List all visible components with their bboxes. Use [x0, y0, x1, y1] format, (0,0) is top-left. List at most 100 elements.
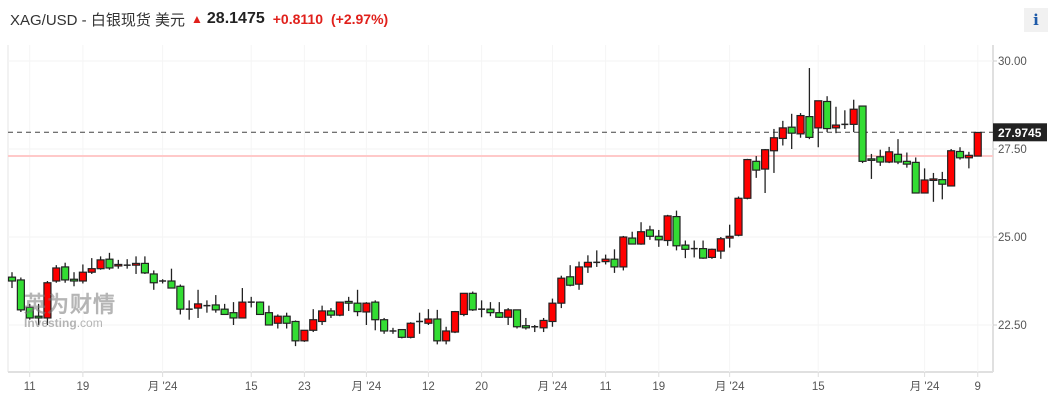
x-tick-label: 19 [652, 381, 665, 393]
candle-down [902, 160, 911, 165]
info-icon[interactable]: i [1024, 8, 1048, 32]
investing-watermark-logo: 英为财情 Investing.com [24, 293, 117, 330]
candle-down [486, 308, 495, 314]
candle-down [893, 153, 903, 163]
candle-up [87, 268, 96, 273]
candle-up [574, 266, 584, 285]
x-tick-label: 15 [245, 381, 258, 393]
candle-down [610, 258, 619, 268]
candle-up [114, 263, 123, 267]
candle-down [566, 276, 575, 286]
candle-down [167, 280, 176, 289]
candle-down [105, 258, 114, 269]
candle-down [353, 302, 362, 313]
candle-up [929, 178, 938, 182]
x-tick-label: 月 '24 [352, 381, 382, 393]
candle-down [495, 312, 504, 318]
x-tick-label: 19 [76, 381, 89, 393]
candle-down [61, 266, 70, 281]
candle-down [938, 179, 947, 185]
candle-down [672, 215, 681, 247]
candle-up [504, 309, 513, 318]
candle-up [273, 315, 282, 324]
candle-down [255, 301, 265, 316]
candle-down [628, 237, 637, 245]
candle-down [264, 312, 274, 326]
candle-down [229, 312, 238, 319]
y-tick-label: 30.00 [998, 56, 1027, 68]
candle-down [521, 325, 530, 329]
candle-up [716, 238, 725, 252]
candle-up [539, 319, 548, 329]
price-change: +0.8110 [272, 11, 323, 27]
x-tick-label: 12 [422, 381, 435, 393]
candle-down [7, 276, 17, 282]
candle-down [25, 306, 34, 319]
candle-down [397, 328, 406, 338]
candle-up [619, 236, 628, 268]
y-tick-label: 25.00 [998, 232, 1027, 244]
candle-down [955, 150, 965, 159]
candle-down [911, 161, 920, 194]
candle-down [823, 100, 832, 130]
candle-up [707, 248, 717, 259]
candle-up [964, 154, 973, 159]
candle-up [920, 179, 929, 194]
candle-up [300, 329, 309, 342]
candle-up [947, 150, 956, 187]
candle-down [291, 320, 300, 342]
y-tick-label: 27.50 [998, 144, 1027, 156]
candle-up [769, 137, 779, 152]
candle-down [698, 248, 708, 259]
x-tick-label: 15 [812, 381, 825, 393]
candle-down [34, 315, 43, 319]
price-change-percent: (+2.97%) [330, 11, 389, 27]
candle-up [43, 282, 52, 319]
candle-up [849, 108, 858, 125]
candle-up [814, 100, 823, 129]
candle-up [885, 151, 894, 163]
candle-up [636, 231, 646, 245]
candle-up [131, 262, 141, 266]
candle-down [512, 309, 522, 328]
candle-up [442, 330, 451, 342]
candle-up [193, 303, 203, 309]
candle-down [344, 300, 353, 304]
candle-down [858, 105, 867, 162]
candle-up [778, 127, 787, 140]
candle-down [69, 278, 79, 282]
candle-down [211, 304, 220, 311]
candle-down [876, 156, 885, 163]
candle-down [681, 244, 690, 250]
candle-down [380, 319, 389, 332]
candle-down [752, 160, 761, 171]
candle-down [371, 301, 380, 321]
up-arrow-icon: ▲ [191, 12, 203, 26]
candle-down [468, 292, 477, 311]
candle-up [450, 311, 460, 333]
candle-down [805, 116, 814, 138]
candle-down [16, 279, 25, 311]
candle-up [406, 322, 415, 338]
candle-up [335, 301, 344, 316]
candle-up [318, 310, 327, 323]
candle-up [362, 302, 371, 313]
instrument-title: XAG/USD - 白银现货 美元 [10, 11, 186, 29]
x-tick-label: 20 [475, 381, 488, 393]
candle-up [973, 131, 982, 157]
candle-up [734, 197, 743, 236]
candle-up [725, 235, 734, 239]
x-tick-label: 月 '24 [538, 381, 568, 393]
candle-down [867, 158, 876, 161]
candle-up [238, 301, 247, 319]
candle-up [78, 271, 87, 282]
candle-down [326, 310, 336, 316]
candle-down [176, 285, 185, 310]
candle-up [459, 292, 468, 316]
current-price-label: 27.9745 [998, 126, 1042, 140]
current-price-tag [993, 123, 1047, 142]
candle-up [96, 259, 105, 270]
candle-up [796, 114, 805, 135]
candle-up [557, 277, 566, 304]
